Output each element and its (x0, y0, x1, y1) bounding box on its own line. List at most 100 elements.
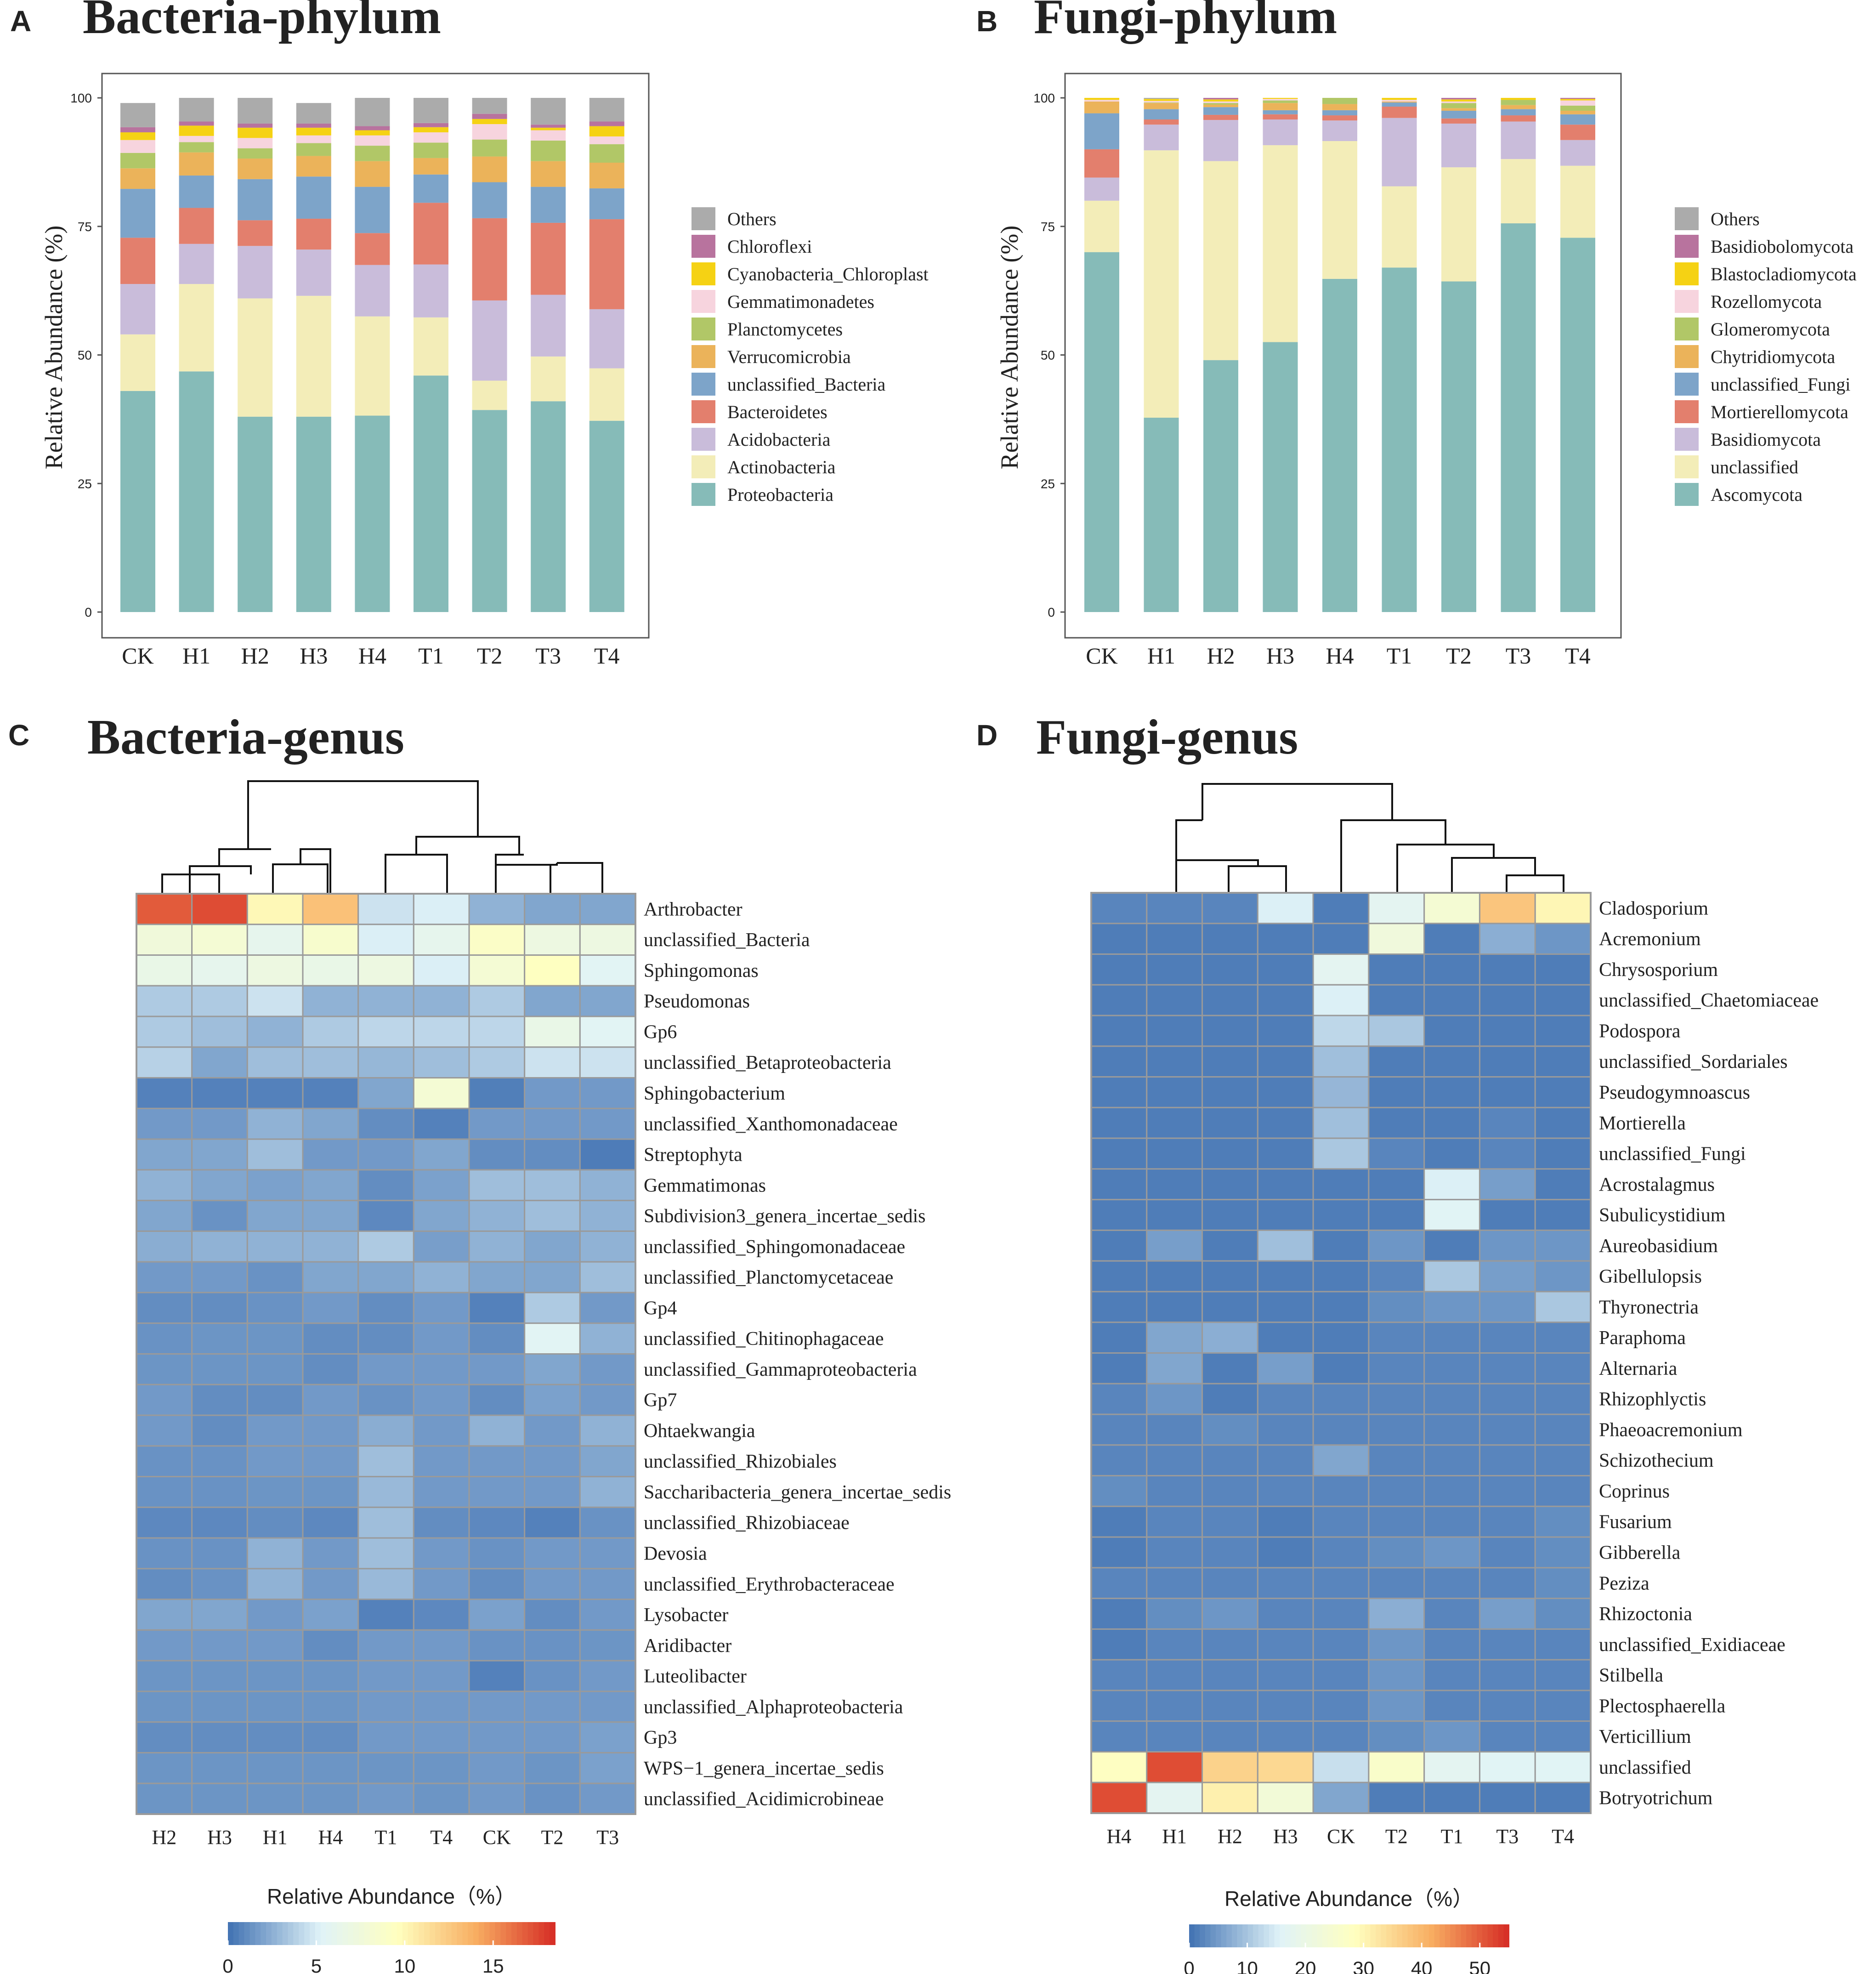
heatmap-cell (1368, 1229, 1425, 1262)
legend-label: unclassified (1711, 457, 1798, 477)
heatmap-cell (413, 954, 470, 987)
row-label: unclassified_Planctomycetaceae (644, 1267, 893, 1288)
x-tick-label: H1 (182, 643, 210, 669)
heatmap-cell (1479, 1536, 1536, 1569)
heatmap-cell (1423, 1045, 1480, 1078)
row-label: unclassified_Gammaproteobacteria (644, 1359, 917, 1380)
heatmap-cell (1534, 984, 1592, 1016)
heatmap-cell (1534, 1229, 1592, 1262)
bar-segment (589, 136, 624, 144)
heatmap-cell (1368, 953, 1425, 986)
heatmap-cell (246, 1169, 304, 1202)
bar-segment (296, 135, 331, 143)
heatmap-cell (1090, 1536, 1148, 1569)
heatmap-cell (524, 1046, 581, 1079)
fungi-phylum-chart: Relative Abundance (%) 0 25 50 75 100 CK H1 H2 H… (996, 73, 1857, 669)
heatmap-cell (1479, 1598, 1536, 1630)
row-label: unclassified_Fungi (1599, 1144, 1746, 1165)
colorbar-segment (1205, 1924, 1211, 1947)
heatmap-cell (136, 954, 193, 987)
heatmap-cell (246, 1721, 304, 1753)
heatmap-cell (357, 1660, 414, 1692)
heatmap-cell (136, 893, 193, 925)
heatmap-cell (468, 1721, 526, 1753)
heatmap-cell (357, 1322, 414, 1355)
heatmap-cell (1534, 1106, 1592, 1139)
heatmap-cell (579, 1169, 636, 1202)
colorbar-segment (1493, 1924, 1499, 1947)
heatmap-cell (1534, 1383, 1592, 1415)
bar-segment (1203, 103, 1238, 105)
heatmap-cell (246, 1506, 304, 1539)
bar-segment (179, 98, 214, 122)
row-label: Chrysosporium (1599, 959, 1718, 981)
heatmap-cell (1146, 1413, 1203, 1446)
column-label: H1 (1162, 1825, 1187, 1848)
heatmap-cell (1146, 1598, 1203, 1630)
row-label: unclassified_Chaetomiaceae (1599, 990, 1819, 1011)
heatmap-cell (1423, 1015, 1480, 1047)
heatmap-cell (1202, 1352, 1258, 1384)
bar-segment (238, 159, 273, 179)
heatmap-cell (1202, 953, 1258, 986)
heatmap-cell (413, 1752, 470, 1784)
row-label: Gibellulopsis (1599, 1266, 1702, 1288)
heatmap-cell (1423, 953, 1480, 986)
heatmap-cell (1146, 1475, 1203, 1507)
heatmap-cell (1423, 1598, 1480, 1630)
heatmap-cell (357, 1015, 414, 1048)
bar-segment (355, 316, 390, 416)
heatmap-cell (136, 1353, 193, 1385)
bar-segment (1144, 99, 1179, 101)
bar-segment (1203, 360, 1238, 612)
heatmap-cell (1423, 1444, 1480, 1477)
heatmap-cell (1534, 1536, 1592, 1569)
heatmap-cell (357, 1537, 414, 1570)
heatmap-cell (1423, 1567, 1480, 1600)
heatmap-cell (1534, 1260, 1592, 1293)
heatmap-cell (468, 1629, 526, 1662)
heatmap-cell (524, 1690, 581, 1723)
heatmap-cell (246, 1414, 304, 1447)
heatmap-cell (1202, 1598, 1258, 1630)
heatmap-cell (1257, 1137, 1314, 1170)
colorbar-segment (244, 1922, 250, 1945)
heatmap-cell (1202, 1106, 1258, 1139)
row-label: Botryotrichum (1599, 1788, 1713, 1809)
heatmap-cell (468, 1292, 526, 1324)
row-label: Luteolibacter (644, 1666, 747, 1687)
legend-label: unclassified_Bacteria (727, 374, 886, 395)
colorbar-segment (1365, 1924, 1371, 1947)
row-label: Gibberella (1599, 1542, 1681, 1563)
heatmap-cell (1534, 892, 1592, 925)
heatmap-cell (1202, 1567, 1258, 1600)
colorbar-segment (1376, 1924, 1382, 1947)
heatmap-cell (302, 1476, 359, 1508)
legend-label: Mortierellomycota (1711, 402, 1848, 422)
colorbar-segment (527, 1922, 534, 1945)
heatmap-border (1090, 892, 1592, 1814)
heatmap-cell (246, 1261, 304, 1293)
heatmap-cell (191, 1169, 248, 1202)
heatmap-cell (1479, 1413, 1536, 1446)
x-tick-label: T1 (418, 643, 444, 669)
heatmap-cell (579, 1476, 636, 1508)
colorbar-segment (1402, 1924, 1408, 1947)
heatmap-cell (191, 1384, 248, 1416)
heatmap-cell (1423, 923, 1480, 955)
heatmap-cell (1479, 1015, 1536, 1047)
heatmap-cell (1479, 1383, 1536, 1415)
row-label: Gp6 (644, 1021, 677, 1043)
colorbar-tick-label: 10 (394, 1955, 416, 1974)
colorbar-segment (408, 1922, 414, 1945)
heatmap-cell (1090, 1291, 1148, 1323)
legend-swatch (691, 207, 715, 230)
heatmap-cell (579, 1721, 636, 1753)
heatmap-cell (1479, 1659, 1536, 1691)
colorbar-segment (489, 1922, 496, 1945)
legend-label: Others (727, 209, 776, 229)
row-label: Verticillium (1599, 1726, 1691, 1747)
heatmap-cell (191, 1077, 248, 1109)
bar-segment (414, 158, 448, 175)
heatmap-cell (191, 1690, 248, 1723)
